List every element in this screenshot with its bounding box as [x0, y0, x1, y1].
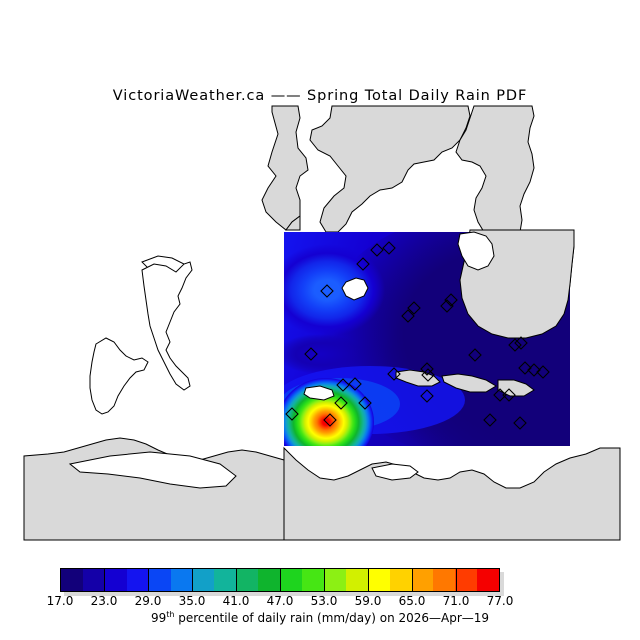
colorbar-segment-17: [433, 569, 456, 591]
station-marker: [358, 396, 372, 410]
colorbar-segment-14: [367, 569, 390, 591]
island-southwest: [89, 337, 149, 415]
colorbar-caption: 99th percentile of daily rain (mm/day) o…: [0, 610, 640, 625]
colorbar-segment-10: [280, 569, 302, 591]
station-marker: [304, 347, 318, 361]
station-marker: [370, 243, 384, 257]
colorbar-segment-16: [411, 569, 434, 591]
station-marker: [382, 241, 396, 255]
station-marker: [514, 336, 528, 350]
colorbar-label-2: 29.0: [134, 594, 162, 608]
lake-b: [457, 231, 495, 271]
station-marker: [421, 368, 435, 382]
station-markers: [285, 241, 550, 430]
colorbar-label-6: 53.0: [310, 594, 338, 608]
station-marker: [518, 361, 532, 375]
station-marker: [440, 299, 454, 313]
colorbar-segment-12: [323, 569, 346, 591]
station-marker: [493, 388, 507, 402]
colorbar-label-7: 59.0: [354, 594, 382, 608]
station-marker: [401, 309, 415, 323]
colorbar-label-0: 17.0: [46, 594, 74, 608]
colorbar-segment-5: [170, 569, 193, 591]
chart-title: VictoriaWeather.ca —— Spring Total Daily…: [112, 88, 528, 104]
field-secondary-max: [284, 244, 385, 336]
island-main: [141, 261, 193, 391]
colorbar-segment-2: [104, 569, 127, 591]
colorbar-segment-15: [389, 569, 412, 591]
station-marker: [336, 378, 350, 392]
station-marker: [468, 348, 482, 362]
colorbar-segment-6: [192, 569, 215, 591]
colorbar-segment-1: [82, 569, 105, 591]
land-strait-a: [395, 369, 441, 387]
colorbar-segment-3: [126, 569, 149, 591]
station-marker: [320, 284, 334, 298]
field-bump-west: [284, 334, 364, 374]
island-layer: [89, 255, 193, 415]
land-north-overlay: [285, 215, 301, 231]
station-marker: [387, 367, 401, 381]
lake-c: [303, 385, 335, 401]
station-marker: [348, 377, 362, 391]
land-north-mid: [309, 105, 471, 233]
colorbar-segment-19: [477, 569, 500, 591]
station-marker: [527, 363, 541, 377]
colorbar-label-10: 77.0: [486, 594, 514, 608]
colorbar-label-3: 35.0: [178, 594, 206, 608]
colorbar-segment-4: [148, 569, 171, 591]
caption-number: 99: [150, 611, 167, 625]
station-marker: [483, 413, 497, 427]
colorbar-segment-13: [345, 569, 368, 591]
colorbar-segment-9: [258, 569, 281, 591]
colorbar-segment-11: [301, 569, 324, 591]
station-marker: [356, 257, 370, 271]
land-northeast: [455, 105, 535, 233]
station-marker: [285, 407, 299, 421]
colorbar-segment-18: [455, 569, 478, 591]
land-sw-overlay: [283, 446, 621, 541]
lake-e: [371, 463, 419, 481]
station-marker: [502, 388, 516, 402]
land-strait-b: [441, 373, 497, 393]
station-marker: [508, 338, 522, 352]
station-marker: [334, 396, 348, 410]
station-marker: [444, 293, 458, 307]
station-marker: [420, 362, 434, 376]
colorbar: [60, 568, 504, 596]
colorbar-tick-labels: 17.0 23.0 29.0 35.0 41.0 47.0 53.0 59.0 65.0 71.0…: [0, 594, 640, 610]
colorbar-segment-7: [214, 569, 237, 591]
station-marker: [536, 365, 550, 379]
station-marker: [407, 301, 421, 315]
land-strait-c: [497, 379, 535, 397]
colorbar-label-1: 23.0: [90, 594, 118, 608]
station-marker: [323, 413, 337, 427]
colorbar-label-9: 71.0: [442, 594, 470, 608]
caption-ordinal-suffix: th: [166, 610, 175, 619]
colorbar-segment-0: [61, 569, 83, 591]
caption-text: percentile of daily rain (mm/day) on 202…: [174, 611, 490, 625]
station-marker: [420, 389, 434, 403]
colorbar-label-5: 47.0: [266, 594, 294, 608]
colorbar-label-8: 65.0: [398, 594, 426, 608]
map-svg: [0, 104, 640, 544]
station-marker: [513, 416, 527, 430]
lake-d: [68, 451, 237, 489]
map-canvas: [0, 104, 640, 544]
inland-water-layer: [68, 231, 495, 489]
lake-a: [341, 277, 369, 301]
colorbar-label-4: 41.0: [222, 594, 250, 608]
colorbar-gradient: [60, 568, 500, 592]
colorbar-segment-8: [236, 569, 259, 591]
